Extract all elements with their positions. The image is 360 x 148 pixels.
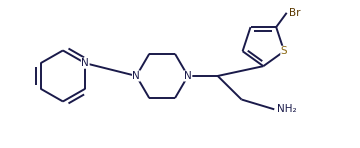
Text: N: N: [184, 71, 192, 81]
Text: NH₂: NH₂: [277, 104, 297, 114]
Text: S: S: [281, 46, 287, 56]
Text: N: N: [132, 71, 140, 81]
Text: Br: Br: [289, 8, 300, 18]
Text: N: N: [81, 58, 89, 68]
